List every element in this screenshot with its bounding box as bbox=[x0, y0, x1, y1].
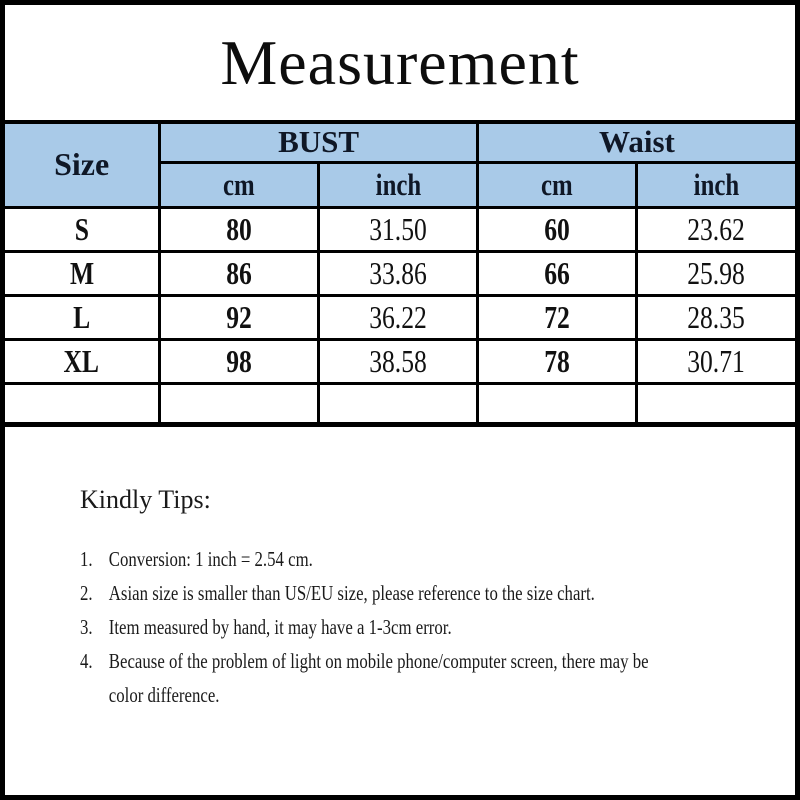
tip-number: 1. bbox=[80, 546, 93, 571]
table-row-m: M 86 33.86 66 25.98 bbox=[5, 249, 795, 297]
table-row-s: S 80 31.50 60 23.62 bbox=[5, 205, 795, 253]
col-header-waist-cm: cm bbox=[475, 160, 638, 209]
unit-label: cm bbox=[223, 166, 256, 202]
tip-text: Asian size is smaller than US/EU size, p… bbox=[108, 580, 595, 605]
tip-number: 4. bbox=[80, 648, 93, 673]
cell-bust-inch: 36.22 bbox=[317, 293, 479, 341]
col-header-size: Size bbox=[5, 120, 162, 209]
cell-size: S bbox=[5, 205, 162, 253]
list-item: 4. Because of the problem of light on mo… bbox=[80, 644, 669, 712]
unit-label: cm bbox=[540, 166, 573, 202]
tip-number: 3. bbox=[80, 614, 93, 639]
table-row-xl: XL 98 38.58 78 30.71 bbox=[5, 337, 795, 385]
cell-bust-cm: 80 bbox=[158, 205, 321, 253]
page-title: Measurement bbox=[220, 26, 580, 98]
cell-bust-inch: 31.50 bbox=[317, 205, 479, 253]
tips-heading: Kindly Tips: bbox=[80, 484, 211, 514]
table-row-empty bbox=[5, 381, 795, 426]
col-header-waist: Waist bbox=[475, 120, 795, 164]
cell-empty bbox=[158, 381, 321, 426]
cell-waist-cm: 66 bbox=[475, 249, 638, 297]
cell-empty bbox=[634, 381, 795, 426]
tip-text: Conversion: 1 inch = 2.54 cm. bbox=[108, 546, 313, 571]
table-row-l: L 92 36.22 72 28.35 bbox=[5, 293, 795, 341]
col-header-bust-cm: cm bbox=[159, 160, 321, 209]
unit-label: inch bbox=[375, 166, 421, 202]
cell-waist-cm: 78 bbox=[475, 337, 638, 385]
cell-bust-inch: 33.86 bbox=[317, 249, 479, 297]
cell-bust-cm: 92 bbox=[158, 293, 321, 341]
cell-waist-inch: 23.62 bbox=[634, 205, 795, 253]
cell-waist-inch: 30.71 bbox=[634, 337, 795, 385]
header-group-row: Size BUST Waist bbox=[5, 120, 795, 209]
kindly-tips-section: Kindly Tips: 1. Conversion: 1 inch = 2.5… bbox=[5, 427, 795, 712]
tip-number: 2. bbox=[80, 580, 93, 605]
header-unit-row: cm inch cm inch bbox=[5, 160, 795, 209]
col-header-bust-inch: inch bbox=[317, 160, 479, 209]
tips-list: 1. Conversion: 1 inch = 2.54 cm. 2. Asia… bbox=[80, 542, 669, 712]
cell-size: XL bbox=[5, 337, 162, 385]
col-header-waist-inch: inch bbox=[634, 160, 795, 209]
list-item: 3. Item measured by hand, it may have a … bbox=[80, 610, 669, 644]
tip-text: Item measured by hand, it may have a 1-3… bbox=[108, 614, 452, 639]
cell-waist-inch: 25.98 bbox=[634, 249, 795, 297]
tip-text: Because of the problem of light on mobil… bbox=[108, 648, 649, 707]
size-chart-table: Size BUST Waist cm inch cm inch S 80 31.… bbox=[5, 120, 795, 427]
cell-empty bbox=[475, 381, 638, 426]
col-header-bust: BUST bbox=[158, 120, 479, 164]
list-item: 2. Asian size is smaller than US/EU size… bbox=[80, 576, 669, 610]
cell-size: M bbox=[5, 249, 162, 297]
cell-waist-cm: 72 bbox=[475, 293, 638, 341]
cell-waist-inch: 28.35 bbox=[634, 293, 795, 341]
cell-empty bbox=[5, 381, 162, 426]
cell-bust-cm: 98 bbox=[158, 337, 321, 385]
cell-size: L bbox=[5, 293, 162, 341]
cell-empty bbox=[317, 381, 479, 426]
cell-bust-inch: 38.58 bbox=[317, 337, 479, 385]
title-band: Measurement bbox=[5, 5, 795, 120]
cell-waist-cm: 60 bbox=[475, 205, 638, 253]
list-item: 1. Conversion: 1 inch = 2.54 cm. bbox=[80, 542, 669, 576]
unit-label: inch bbox=[693, 166, 740, 202]
cell-bust-cm: 86 bbox=[158, 249, 321, 297]
